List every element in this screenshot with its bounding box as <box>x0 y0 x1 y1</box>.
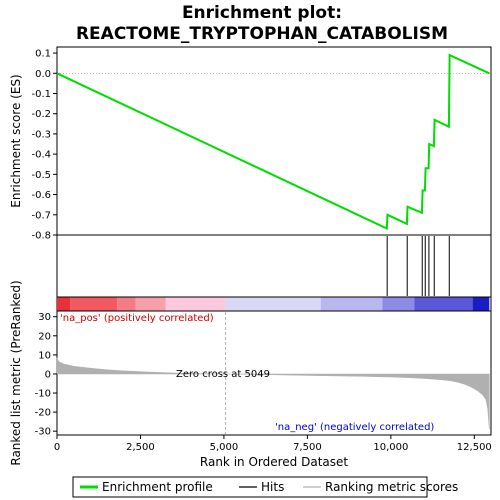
rank-xtick-label: 2,500 <box>126 442 155 453</box>
rank-xtick-label: 12,500 <box>457 442 492 453</box>
hits-panel <box>56 234 492 298</box>
pos-correlated-label: 'na_pos' (positively correlated) <box>60 313 214 324</box>
chart-title-line2: REACTOME_TRYPTOPHAN_CATABOLISM <box>76 24 448 44</box>
rank-ytick-label: -10 <box>35 389 51 400</box>
chart-title-line1: Enrichment plot: <box>182 3 342 23</box>
hit-markers <box>386 236 450 296</box>
enrichment-panel <box>56 46 492 236</box>
rank-x-ticks: 0 2,500 5,000 7,500 10,000 12,500 <box>54 435 492 453</box>
es-ytick-label: -0.7 <box>31 210 51 221</box>
color-bar-segment <box>225 297 321 311</box>
es-ytick-label: -0.3 <box>31 129 51 140</box>
color-bar-segment <box>472 297 490 311</box>
es-ytick-label: -0.4 <box>31 150 51 161</box>
zero-cross-label: Zero cross at 5049 <box>176 369 270 380</box>
es-y-ticks: 0.1 0.0 -0.1 -0.2 -0.3 -0.4 -0.5 -0.6 -0.7 -0.8 <box>31 49 57 242</box>
legend-label: Hits <box>261 480 284 494</box>
es-ytick-label: 0.0 <box>35 69 51 80</box>
rank-xtick-label: 7,500 <box>293 442 322 453</box>
neg-correlated-label: 'na_neg' (negatively correlated) <box>275 422 434 433</box>
legend-label: Ranking metric scores <box>325 480 458 494</box>
ranking-metric-area <box>56 357 490 430</box>
rank-xtick-label: 5,000 <box>210 442 239 453</box>
color-bar-segment <box>70 297 118 311</box>
es-ytick-label: -0.1 <box>31 89 51 100</box>
es-ytick-label: -0.8 <box>31 231 51 242</box>
es-ytick-label: 0.1 <box>35 49 51 60</box>
rank-xtick-label: 10,000 <box>373 442 408 453</box>
es-y-axis-label: Enrichment score (ES) <box>9 74 23 207</box>
x-axis-label: Rank in Ordered Dataset <box>200 455 348 469</box>
rank-ytick-label: 30 <box>38 312 51 323</box>
color-bar-segment <box>57 297 71 311</box>
color-bar-segment <box>135 297 166 311</box>
legend-label: Enrichment profile <box>102 480 213 494</box>
color-bar-segment <box>382 297 415 311</box>
rank-ytick-label: 0 <box>45 369 51 380</box>
color-bar <box>57 297 490 311</box>
rank-ytick-label: -30 <box>35 427 51 438</box>
es-ytick-label: -0.6 <box>31 190 51 201</box>
rank-y-ticks: 30 20 10 0 -10 -20 -30 <box>35 312 57 438</box>
color-bar-segment <box>165 297 226 311</box>
rank-y-axis-label: Ranked list metric (PreRanked) <box>9 280 23 465</box>
rank-ytick-label: 10 <box>38 350 51 361</box>
color-bar-segment <box>414 297 473 311</box>
legend: Enrichment profile Hits Ranking metric sco… <box>80 480 458 494</box>
enrichment-profile-line <box>56 53 490 231</box>
rank-ytick-label: 20 <box>38 331 51 342</box>
color-bar-segment <box>320 297 383 311</box>
es-ytick-label: -0.2 <box>31 109 51 120</box>
rank-ytick-label: -20 <box>35 408 51 419</box>
es-ytick-label: -0.5 <box>31 170 51 181</box>
color-bar-segment <box>117 297 136 311</box>
rank-xtick-label: 0 <box>54 442 60 453</box>
